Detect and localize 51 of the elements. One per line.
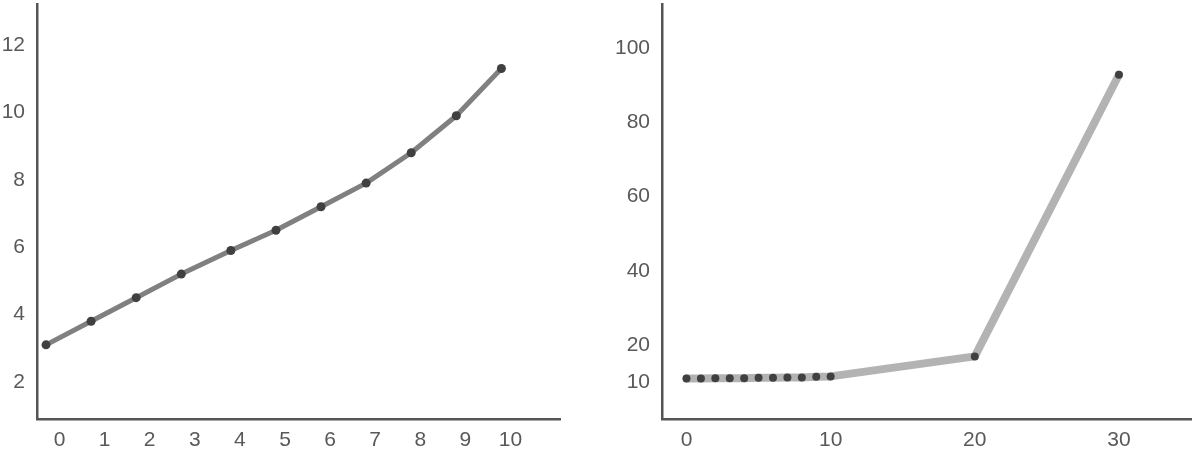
point [696,374,705,383]
x-tick-label: 10 [498,427,523,451]
x-tick-label: 6 [324,427,336,451]
point [725,374,734,383]
point [271,225,281,235]
x-tick-label: 30 [1107,427,1131,451]
x-tick-label: 5 [279,427,291,451]
point [361,178,371,188]
y-tick-label: 60 [626,183,650,207]
point [316,202,326,212]
x-tick-label: 9 [459,427,472,451]
y-tick-label: 6 [13,233,25,257]
y-tick-label: 12 [1,31,25,55]
point [226,246,236,255]
point [406,148,416,158]
x-tick-label: 1 [98,427,111,451]
x-tick-label: 20 [963,427,987,451]
x-tick-label: 10 [818,427,843,451]
point [451,111,461,121]
point [176,269,186,279]
point [711,374,720,383]
point [496,64,506,74]
point [131,293,141,303]
point [826,372,835,381]
x-tick-label: 2 [143,427,156,451]
point [86,316,96,326]
point [812,372,821,381]
x-tick-label: 0 [53,427,66,451]
point [740,374,749,383]
point [682,374,691,383]
point [754,373,763,382]
point [41,340,51,350]
point [797,373,806,382]
y-tick-label: 2 [13,368,25,392]
y-tick-label: 80 [626,109,650,133]
y-tick-label: 40 [626,257,650,281]
y-tick-label: 20 [626,331,650,355]
point [1114,70,1123,79]
x-tick-label: 4 [234,427,247,451]
y-tick-label: 100 [614,35,650,59]
x-tick-label: 7 [369,427,381,451]
y-tick-label: 4 [13,301,26,325]
x-tick-label: 8 [414,427,427,451]
x-tick-label: 0 [680,427,693,451]
y-tick-label: 10 [1,99,25,123]
x-tick-label: 3 [188,427,201,451]
y-tick-label: 8 [13,166,25,190]
y-tick-label: 10 [626,368,650,392]
point [783,373,792,382]
point [768,373,777,382]
point [970,352,979,361]
